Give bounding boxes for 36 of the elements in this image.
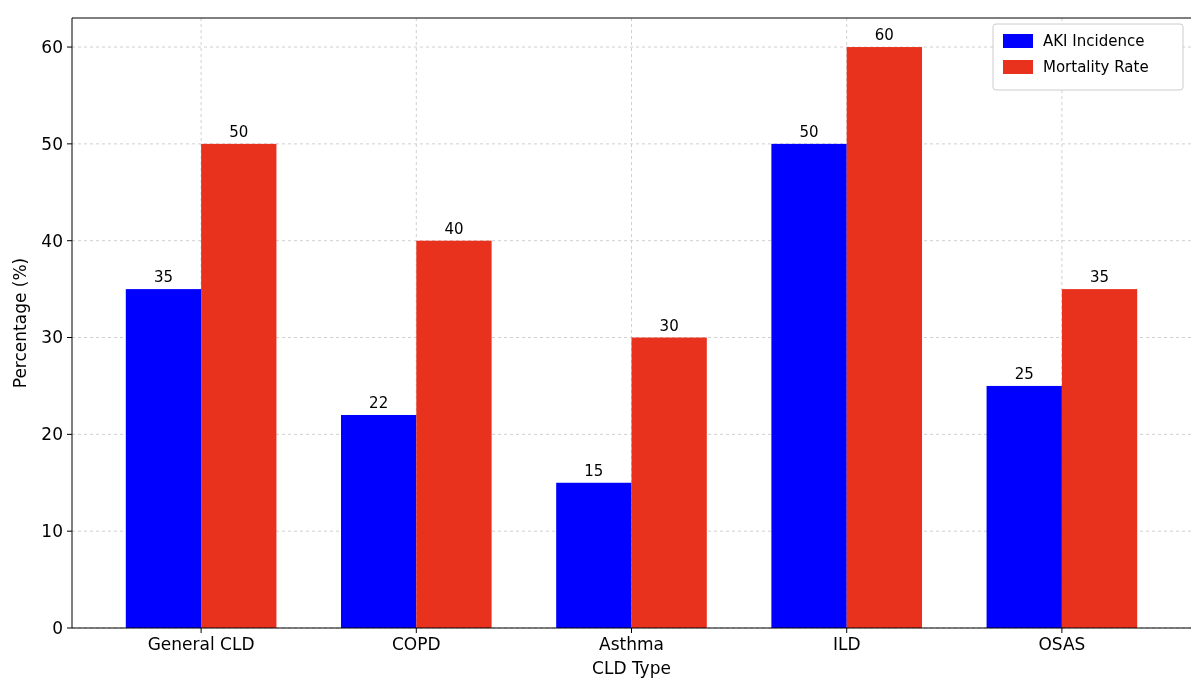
y-tick-label: 0: [52, 617, 63, 638]
data-label: 35: [153, 268, 173, 287]
y-tick-label: 30: [41, 327, 63, 348]
legend-label: AKI Incidence: [1043, 32, 1145, 51]
bar: [631, 337, 707, 628]
x-tick-label: Asthma: [599, 634, 664, 654]
x-tick-label: General CLD: [147, 634, 255, 654]
bar: [556, 482, 632, 628]
x-tick-label: OSAS: [1038, 634, 1086, 654]
legend-label: Mortality Rate: [1043, 58, 1149, 77]
y-tick-label: 50: [41, 133, 63, 154]
data-label: 50: [229, 122, 249, 141]
y-axis-title: Percentage (%): [10, 257, 30, 389]
x-tick-label: COPD: [392, 634, 441, 654]
data-label: 40: [444, 219, 464, 238]
data-label: 22: [369, 393, 389, 412]
y-tick-label: 60: [41, 37, 63, 57]
y-tick-label: 40: [41, 230, 63, 251]
data-label: 30: [659, 316, 679, 335]
bar: [771, 143, 847, 628]
x-tick-label: ILD: [832, 634, 861, 654]
data-label: 25: [1014, 364, 1034, 383]
bar: [1061, 289, 1138, 628]
data-label: 35: [1090, 268, 1110, 287]
bar: [201, 143, 277, 628]
x-axis-title: CLD Type: [592, 658, 671, 678]
data-label: 60: [874, 26, 894, 45]
y-tick-label: 20: [41, 424, 63, 445]
bar: [416, 240, 492, 628]
data-label: 50: [799, 122, 819, 141]
bar: [125, 289, 202, 628]
data-label: 15: [584, 461, 604, 480]
bar: [846, 47, 923, 628]
bar: [340, 414, 417, 628]
bar: [986, 385, 1062, 628]
y-tick-label: 10: [41, 521, 63, 542]
